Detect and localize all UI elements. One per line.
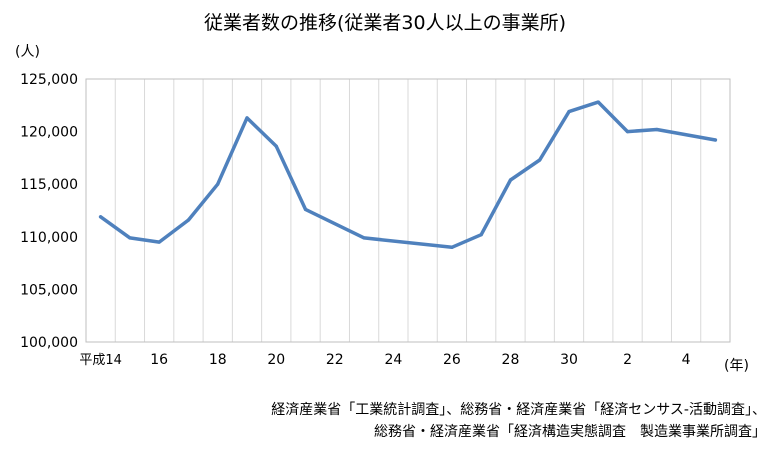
y-tick-label: 120,000 [20,125,78,141]
x-tick-label: 4 [682,352,691,368]
x-tick-label: 24 [384,352,402,368]
data-point [186,218,191,222]
y-axis-unit: (人) [15,44,40,60]
x-axis-unit: (年) [724,358,749,374]
data-point [128,236,132,240]
data-point [450,245,454,249]
y-tick-label: 105,000 [20,282,78,298]
data-point [655,127,659,132]
chart-title: 従業者数の推移(従業者30人以上の事業所) [204,12,566,34]
x-tick-label: 28 [502,352,520,368]
x-tick-label: 16 [150,352,168,368]
y-tick-label: 110,000 [20,230,78,246]
data-point [274,144,278,148]
tick-labels: 100,000 105,000 110,000 115,000 120,000 125,0… [20,72,691,368]
data-point [479,233,483,237]
data-point [538,158,542,162]
data-point [157,240,161,244]
x-tick-label: 平成14 [79,353,122,368]
data-point [99,215,103,219]
data-point [303,207,308,212]
data-point [362,236,366,240]
data-point [245,116,249,120]
y-tick-label: 100,000 [20,335,78,351]
y-tick-label: 125,000 [20,72,78,88]
source-note-line-1: 経済産業省「工業統計調査」、総務省・経済産業省「経済センサス-活動調査」、 [271,402,766,418]
x-tick-label: 22 [326,352,344,368]
plot-area-border [85,78,731,343]
x-tick-label: 18 [209,352,227,368]
y-tick-label: 115,000 [20,177,78,193]
data-point [713,138,717,142]
data-point [216,182,220,186]
x-tick-label: 2 [623,352,632,368]
series-layer [98,100,718,250]
source-note-line-2: 総務省・経済産業省「経済構造実態調査 製造業事業所調査」 [374,424,766,440]
x-tick-label: 20 [267,352,285,368]
data-point [567,110,571,114]
series-line [98,100,718,250]
axes [85,78,731,343]
x-tick-label: 30 [560,352,578,368]
x-tick-label: 26 [443,352,461,368]
data-point [625,130,630,134]
data-point [508,178,513,182]
data-point [596,100,600,104]
